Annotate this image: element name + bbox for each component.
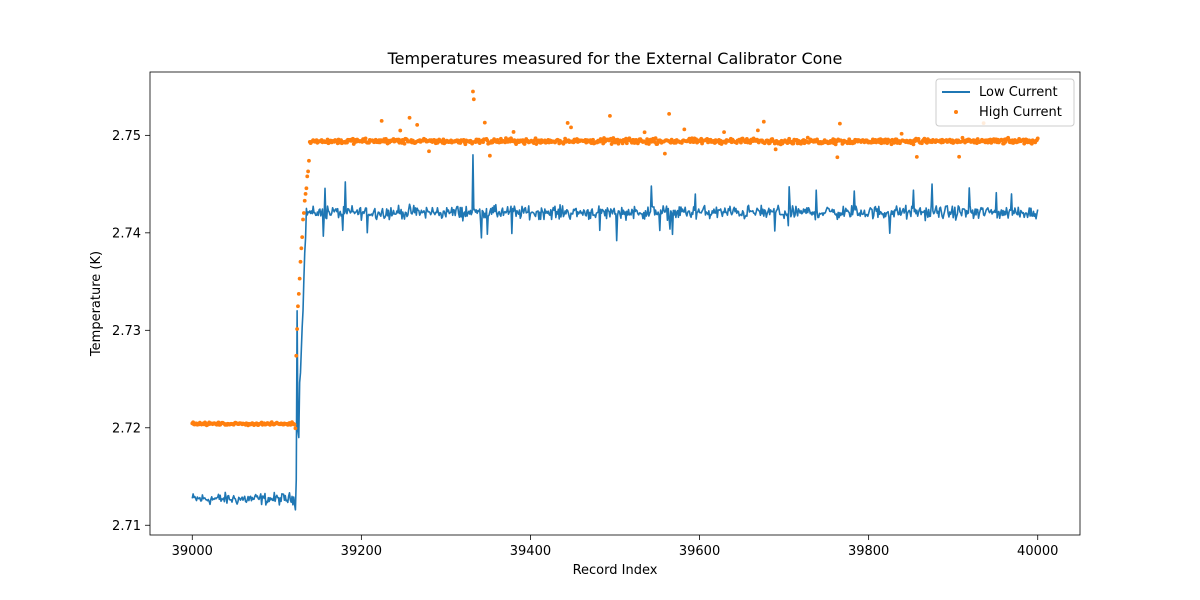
high-current-point [755, 128, 760, 133]
y-tick-label-1: 2.72 [112, 421, 141, 436]
high-current-point [773, 147, 778, 152]
x-tick-label-0: 39000 [172, 544, 213, 559]
x-tick-label-4: 39800 [848, 544, 889, 559]
plot-frame [149, 71, 1081, 536]
high-current-point [957, 154, 961, 159]
high-current-point [297, 276, 302, 281]
x-tick-label-3: 39600 [679, 544, 720, 559]
legend-label-high-current: High Current [979, 105, 1062, 120]
high-current-point [295, 327, 300, 331]
legend-label-low-current: Low Current [979, 85, 1058, 100]
y-tick-label-2: 2.73 [112, 324, 141, 339]
high-current-point [441, 137, 446, 142]
high-current-point [300, 235, 305, 240]
x-tick-label-1: 39200 [341, 544, 382, 559]
x-axis: 39000 39200 39400 39600 39800 40000 [172, 535, 1058, 559]
high-current-point [911, 142, 916, 147]
high-current-point [591, 137, 595, 142]
plot-area [149, 71, 1081, 536]
high-current-point [296, 292, 301, 296]
high-current-point [301, 217, 305, 222]
high-current-point [899, 131, 904, 136]
high-current-point [487, 153, 492, 158]
y-tick-label-4: 2.75 [112, 129, 141, 144]
high-current-point [642, 130, 647, 135]
high-current-point [569, 125, 573, 130]
high-current-point [463, 142, 468, 147]
y-tick-label-3: 2.74 [112, 226, 141, 241]
legend: Low Current High Current [935, 78, 1075, 127]
y-axis: 2.71 2.72 2.73 2.74 2.75 [112, 129, 150, 534]
high-current-point [306, 169, 310, 174]
high-current-point [653, 136, 658, 141]
high-current-point [481, 140, 486, 145]
high-current-point [427, 149, 431, 154]
high-current-point [415, 122, 420, 127]
high-current-point [624, 141, 629, 146]
high-current-point [787, 136, 792, 141]
high-current-point [296, 304, 300, 309]
high-current-point [304, 186, 309, 191]
high-current-point [682, 127, 687, 132]
high-current-point [301, 211, 306, 215]
high-current-point [662, 151, 667, 156]
high-current-point [739, 140, 743, 145]
high-current-point [837, 121, 842, 126]
high-current-point [914, 154, 919, 159]
high-current-point [835, 155, 840, 160]
high-current-point [511, 130, 516, 134]
high-current-point [363, 136, 368, 141]
legend-frame [935, 78, 1075, 127]
high-current-point [761, 119, 766, 124]
high-current-point [292, 422, 297, 427]
high-current-point [298, 259, 303, 264]
high-current-point [299, 246, 304, 251]
x-tick-label-2: 39400 [510, 544, 551, 559]
high-current-point [345, 140, 349, 145]
x-axis-title: Record Index [573, 563, 658, 578]
high-current-point [294, 353, 299, 358]
high-current-point [379, 118, 384, 123]
legend-marker-high-current [954, 110, 958, 114]
y-axis-title: Temperature (K) [89, 251, 104, 357]
high-current-point [471, 89, 475, 94]
high-current-point [791, 141, 796, 146]
high-current-point [402, 141, 407, 146]
high-current-point [303, 191, 308, 196]
high-current-point [293, 426, 298, 431]
high-current-point [1035, 136, 1040, 141]
high-current-point [302, 198, 307, 203]
high-current-point [916, 136, 921, 141]
high-current-point [407, 115, 412, 120]
high-current-point [608, 113, 612, 118]
high-current-point [847, 137, 852, 142]
chart-title: Temperatures measured for the External C… [387, 49, 843, 68]
high-current-point [307, 158, 311, 163]
high-current-point [471, 97, 476, 102]
high-current-point [667, 112, 672, 116]
series-points-high-current [190, 89, 1040, 431]
high-current-point [722, 130, 726, 135]
y-tick-label-0: 2.71 [112, 519, 141, 534]
x-tick-label-5: 40000 [1017, 544, 1058, 559]
high-current-point [482, 120, 487, 125]
high-current-point [305, 174, 310, 179]
high-current-point [565, 121, 570, 125]
series-line-low-current [191, 154, 1039, 511]
high-current-point [398, 128, 403, 133]
